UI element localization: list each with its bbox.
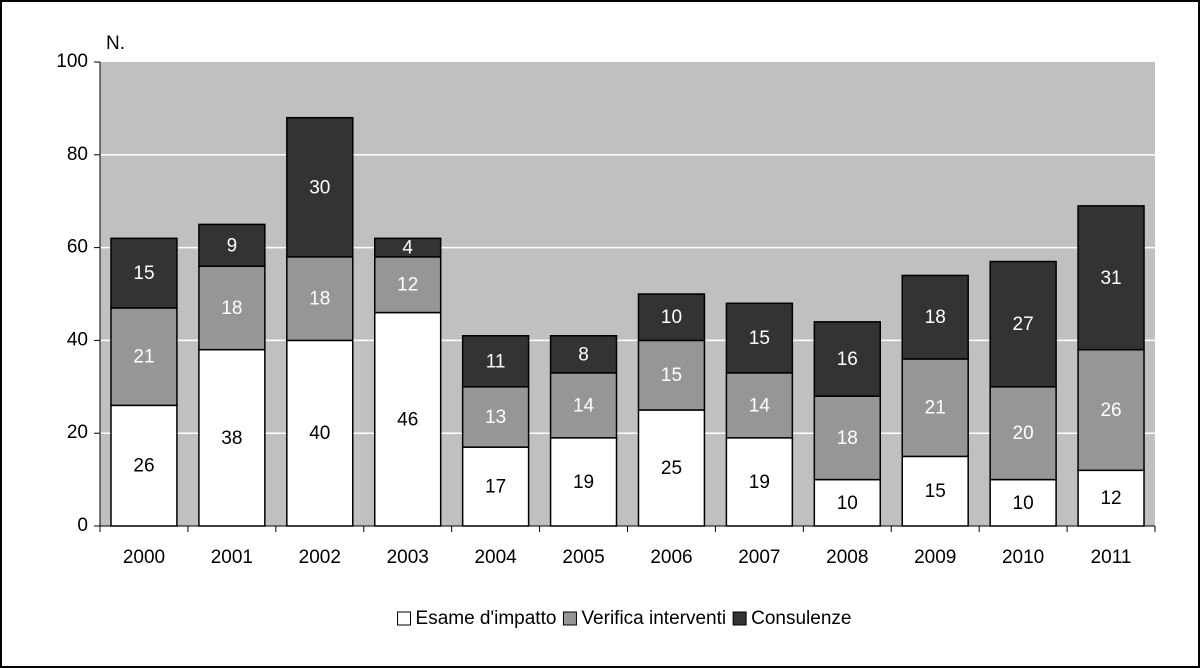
legend-label: Consulenze [751, 608, 851, 629]
bar-segment [461, 386, 530, 448]
bar-segment [813, 321, 882, 397]
x-tick-label: 2002 [299, 547, 341, 568]
value-label: 21 [133, 347, 154, 368]
bar-segment [110, 237, 178, 309]
bar-segment [549, 437, 618, 527]
value-label: 9 [227, 235, 238, 256]
bar-segment [461, 446, 530, 527]
value-label: 14 [749, 395, 771, 416]
value-label: 40 [309, 423, 330, 444]
x-tick-label: 2006 [650, 547, 692, 568]
y-axis-label: N. [106, 33, 125, 54]
bar-segment [725, 372, 794, 439]
bar-segment [198, 348, 266, 527]
bar-segment [373, 311, 442, 527]
x-tick-label: 2010 [1002, 547, 1044, 568]
bar-segment [813, 478, 882, 527]
value-label: 19 [573, 472, 594, 493]
value-label: 13 [485, 407, 506, 428]
value-label: 15 [749, 328, 770, 349]
x-tick-label: 2001 [211, 547, 253, 568]
y-tick-label: 60 [67, 237, 88, 258]
bar-segment [110, 404, 178, 527]
value-label: 15 [925, 481, 946, 502]
value-label: 16 [837, 349, 858, 370]
legend-swatch [732, 611, 747, 626]
value-label: 10 [837, 493, 858, 514]
value-label: 10 [1013, 493, 1034, 514]
bar-segment [110, 307, 178, 407]
value-label: 8 [578, 344, 589, 365]
value-label: 12 [1100, 488, 1121, 509]
value-label: 18 [925, 307, 946, 328]
value-label: 17 [485, 477, 506, 498]
value-label: 10 [661, 307, 682, 328]
x-tick-label: 2000 [123, 547, 165, 568]
bar-segment [901, 358, 969, 458]
value-label: 14 [573, 395, 595, 416]
y-tick-label: 40 [67, 329, 88, 350]
y-tick-label: 100 [56, 51, 88, 72]
value-label: 19 [749, 472, 770, 493]
value-label: 25 [661, 458, 682, 479]
value-label: 26 [133, 456, 154, 477]
value-label: 12 [397, 275, 418, 296]
bar-segment [989, 260, 1057, 388]
x-tick-label: 2007 [738, 547, 780, 568]
plot-area [100, 62, 1155, 526]
x-tick-label: 2003 [387, 547, 429, 568]
bar-segment [549, 335, 618, 374]
bar-segment [286, 339, 354, 527]
bar-segment [901, 455, 969, 527]
x-tick-label: 2009 [914, 547, 956, 568]
bar-segment [813, 395, 882, 481]
value-label: 20 [1013, 423, 1034, 444]
legend-swatch [562, 611, 577, 626]
legend-swatch [397, 611, 412, 626]
value-label: 27 [1013, 314, 1034, 335]
value-label: 30 [309, 177, 330, 198]
x-tick-label: 2011 [1091, 547, 1132, 568]
value-label: 38 [221, 428, 242, 449]
bar-segment [637, 339, 706, 411]
bar-segment [725, 437, 794, 527]
bar-segment [1077, 205, 1145, 351]
bar-segment [198, 265, 266, 351]
bar-segment [989, 478, 1057, 527]
value-label: 15 [661, 365, 682, 386]
value-label: 4 [402, 238, 413, 259]
legend-label: Esame d'impatto [416, 608, 557, 629]
bar-segment [461, 335, 530, 388]
bar-segment [373, 237, 442, 258]
x-tick-label: 2004 [474, 547, 517, 568]
bar-segment [198, 223, 266, 267]
value-label: 21 [925, 398, 946, 419]
y-tick-label: 0 [77, 515, 88, 536]
value-label: 18 [837, 428, 858, 449]
bar-segment [286, 256, 354, 342]
y-tick-label: 80 [67, 144, 88, 165]
value-label: 46 [397, 409, 418, 430]
value-label: 31 [1100, 268, 1121, 289]
bar-segment [901, 274, 969, 360]
x-tick-label: 2005 [562, 547, 604, 568]
legend-label: Verifica interventi [581, 608, 726, 629]
value-label: 11 [486, 351, 506, 372]
bar-segment [637, 293, 706, 342]
value-label: 15 [133, 263, 154, 284]
value-label: 26 [1100, 400, 1121, 421]
bar-segment [637, 409, 706, 527]
bar-segment [373, 256, 442, 314]
bar-segment [549, 372, 618, 439]
bar-segment [286, 116, 354, 258]
x-tick-label: 2008 [826, 547, 868, 568]
y-tick-label: 20 [67, 422, 88, 443]
value-label: 18 [221, 298, 242, 319]
value-label: 18 [309, 289, 330, 310]
bar-segment [725, 302, 794, 374]
